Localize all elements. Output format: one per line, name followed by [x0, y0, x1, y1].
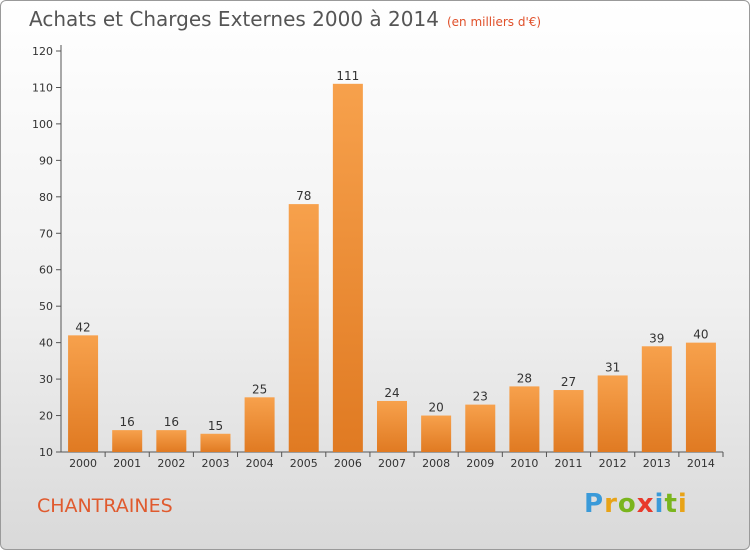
- bar: [553, 390, 584, 452]
- bar: [244, 397, 275, 452]
- bar: [68, 335, 99, 452]
- chart-subtitle: (en milliers d'€): [446, 15, 542, 29]
- x-tick-label: 2011: [555, 457, 583, 470]
- x-tick-label: 2005: [290, 457, 318, 470]
- data-label: 27: [561, 375, 576, 389]
- bar: [641, 346, 672, 452]
- data-label: 16: [164, 415, 179, 429]
- proxiti-logo: Proxiti: [584, 489, 688, 519]
- bar: [112, 430, 143, 452]
- x-tick-label: 2003: [201, 457, 229, 470]
- y-tick-label: 70: [39, 227, 53, 240]
- x-tick-label: 2001: [113, 457, 141, 470]
- data-label: 24: [384, 386, 399, 400]
- data-label: 31: [605, 360, 620, 374]
- x-tick-label: 2004: [246, 457, 274, 470]
- data-label: 39: [649, 331, 664, 345]
- logo-letter: i: [677, 489, 688, 519]
- x-tick-label: 2010: [510, 457, 538, 470]
- bar: [509, 386, 540, 452]
- chart-title: Achats et Charges Externes 2000 à 2014: [29, 7, 439, 31]
- data-label: 15: [208, 419, 223, 433]
- x-tick-label: 2014: [687, 457, 715, 470]
- y-tick-label: 60: [39, 264, 53, 277]
- logo-letter: o: [617, 489, 637, 519]
- x-tick-label: 2000: [69, 457, 97, 470]
- data-label: 23: [473, 390, 488, 404]
- y-tick-label: 50: [39, 300, 53, 313]
- logo-letter: P: [584, 489, 605, 519]
- logo-letter: i: [654, 489, 665, 519]
- y-tick-label: 80: [39, 191, 53, 204]
- bar: [332, 83, 363, 453]
- bar: [421, 415, 452, 452]
- x-tick-label: 2002: [157, 457, 185, 470]
- data-label: 20: [428, 401, 443, 415]
- y-tick-label: 30: [39, 373, 53, 386]
- bar: [685, 342, 716, 452]
- bar: [465, 404, 496, 452]
- bar: [288, 204, 319, 452]
- data-label: 42: [75, 320, 90, 334]
- bar: [377, 400, 407, 452]
- data-label: 40: [693, 328, 708, 342]
- y-tick-label: 100: [32, 118, 53, 131]
- y-tick-label: 10: [39, 446, 53, 459]
- data-label: 16: [120, 415, 135, 429]
- x-tick-label: 2006: [334, 457, 362, 470]
- y-tick-label: 40: [39, 337, 53, 350]
- y-tick-label: 120: [32, 45, 53, 58]
- data-label: 78: [296, 189, 311, 203]
- x-tick-label: 2008: [422, 457, 450, 470]
- y-tick-label: 20: [39, 410, 53, 423]
- bar: [200, 433, 231, 452]
- x-tick-label: 2013: [643, 457, 671, 470]
- x-tick-label: 2009: [466, 457, 494, 470]
- x-tick-label: 2012: [599, 457, 627, 470]
- data-label: 111: [336, 69, 359, 83]
- title-row: Achats et Charges Externes 2000 à 2014 (e…: [29, 7, 541, 31]
- y-tick-label: 110: [32, 81, 53, 94]
- bar: [156, 430, 187, 452]
- x-tick-label: 2007: [378, 457, 406, 470]
- bar: [597, 375, 628, 452]
- logo-letter: t: [664, 489, 678, 519]
- logo-letter: x: [636, 489, 655, 519]
- data-label: 25: [252, 382, 267, 396]
- logo-letter: r: [604, 489, 618, 519]
- commune-name: CHANTRAINES: [37, 495, 173, 517]
- data-label: 28: [517, 371, 532, 385]
- y-tick-label: 90: [39, 154, 53, 167]
